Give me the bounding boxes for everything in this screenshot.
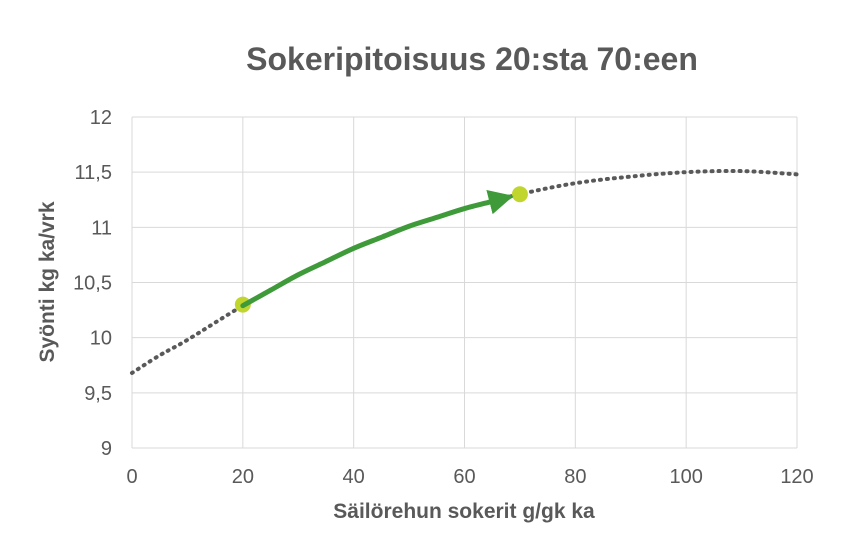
x-tick-label: 60: [453, 466, 475, 488]
y-tick-label: 12: [90, 107, 112, 129]
trend-line: [130, 168, 799, 375]
x-tick-label: 80: [564, 466, 586, 488]
y-tick-label: 9,5: [84, 383, 112, 405]
x-tick-label: 120: [780, 466, 813, 488]
x-tick-label: 40: [343, 466, 365, 488]
y-tick-label: 11: [91, 217, 112, 239]
y-axis-title: Syönti kg ka/vrk: [36, 201, 59, 362]
gridlines: [131, 116, 798, 449]
tick-labels: 0 20 40 60 80 100 120 9 9,5 10 10,5 11 11,5 12: [73, 107, 814, 488]
x-tick-label: 20: [232, 466, 254, 488]
plot-area: [130, 168, 799, 375]
highlight-point: [511, 186, 528, 203]
chart-title: Sokeripitoisuus 20:sta 70:een: [246, 41, 698, 77]
y-tick-label: 10,5: [73, 273, 112, 295]
y-tick-label: 11,5: [75, 162, 112, 184]
x-axis-title: Säilörehun sokerit g/gk ka: [333, 500, 595, 523]
y-tick-label: 10: [90, 328, 112, 350]
y-tick-label: 9: [101, 438, 112, 460]
x-tick-label: 100: [669, 466, 702, 488]
x-tick-label: 0: [126, 466, 137, 488]
change-arrow: [240, 190, 514, 309]
